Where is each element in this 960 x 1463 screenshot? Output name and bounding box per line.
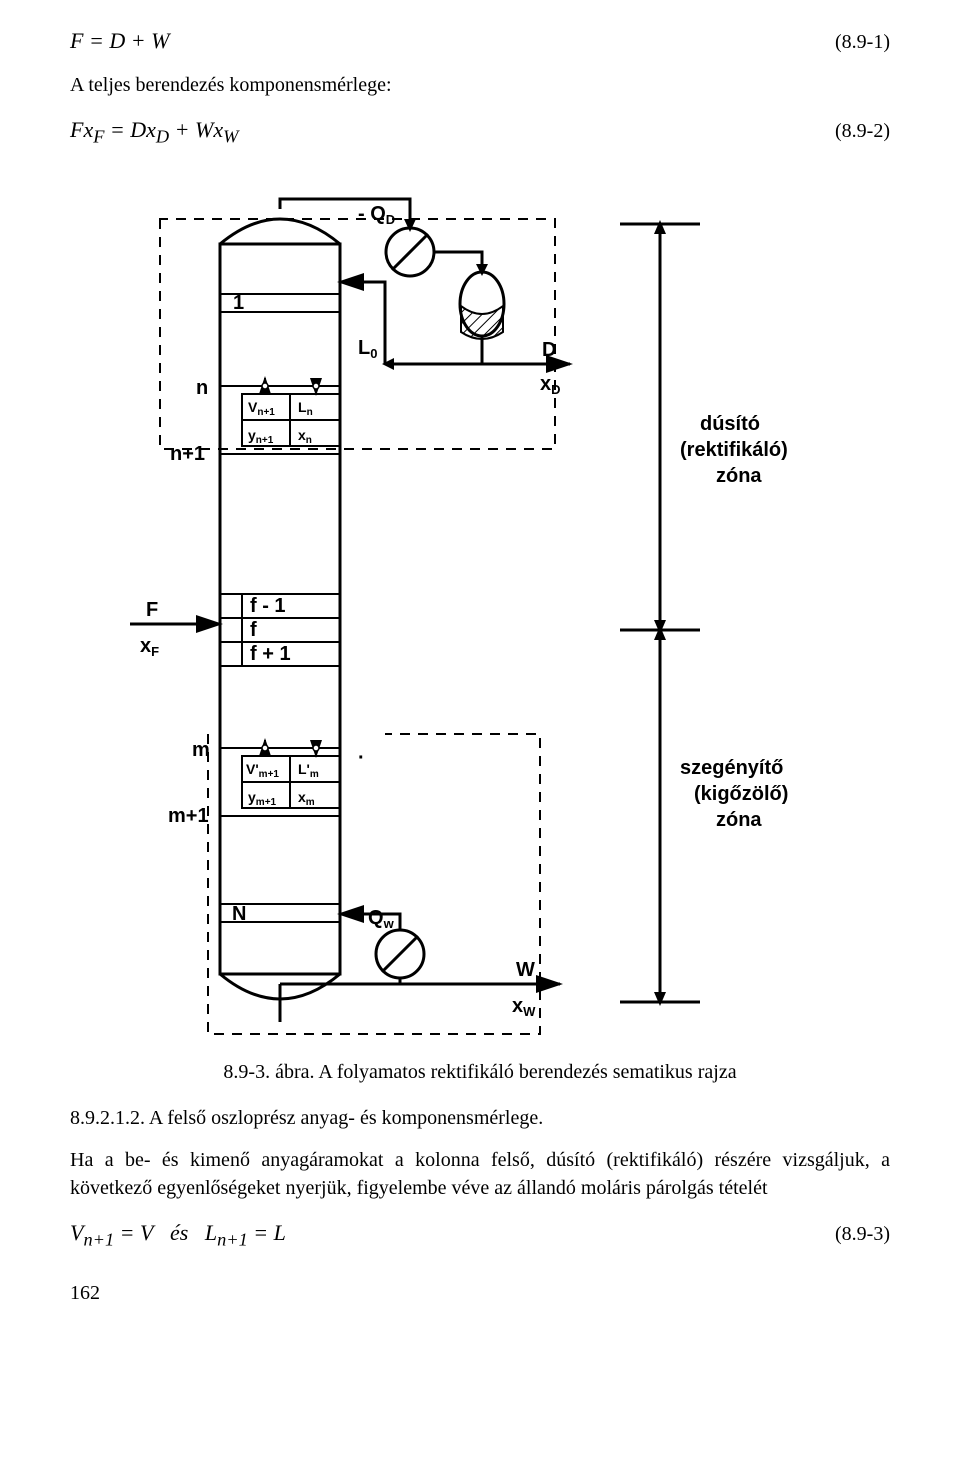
label-D: D <box>542 339 556 361</box>
svg-text:L0: L0 <box>358 337 377 361</box>
svg-text:- QD: - QD <box>358 203 395 227</box>
svg-text:Qw: Qw <box>368 907 395 931</box>
svg-text:f - 1: f - 1 <box>250 595 286 617</box>
figure-8-9-3: 1 Vn+1 yn+1 Ln xn n n+1 f - 1 f f + 1 F … <box>70 164 890 1044</box>
label-W: W <box>516 959 535 981</box>
zone2b: (kigőzölő) <box>694 783 788 805</box>
label-np1: n+1 <box>170 443 205 465</box>
eq2-formula: FxF = DxD + WxW <box>70 115 238 150</box>
label-n: n <box>196 377 208 399</box>
svg-text:xW: xW <box>512 995 536 1019</box>
label-m: m <box>192 739 210 761</box>
eq1-num: (8.9-1) <box>835 28 890 56</box>
label-1: 1 <box>233 292 244 314</box>
svg-text:Vn+1: Vn+1 <box>248 399 275 418</box>
zone1a: dúsító <box>700 413 760 435</box>
svg-text:V'm+1: V'm+1 <box>246 761 279 780</box>
equation-3: Vn+1 = V és Ln+1 = L (8.9-3) <box>70 1218 890 1253</box>
zone1b: (rektifikáló) <box>680 439 788 461</box>
svg-text:f + 1: f + 1 <box>250 643 291 665</box>
intro-text: A teljes berendezés komponensmérlege: <box>70 71 890 99</box>
svg-text:xm: xm <box>298 789 315 808</box>
svg-text:xn: xn <box>298 427 312 446</box>
svg-text:L'm: L'm <box>298 761 319 780</box>
subheading: 8.9.2.1.2. A felső oszloprész anyag- és … <box>70 1104 890 1132</box>
label-F: F <box>146 599 158 621</box>
zone2c: zóna <box>716 809 762 831</box>
label-N: N <box>232 903 246 925</box>
zone1c: zóna <box>716 465 762 487</box>
page-number: 162 <box>70 1279 890 1307</box>
eq1-formula: F = D + W <box>70 26 169 57</box>
distillation-column-diagram: 1 Vn+1 yn+1 Ln xn n n+1 f - 1 f f + 1 F … <box>100 164 860 1044</box>
svg-text:Ln: Ln <box>298 399 313 418</box>
svg-text:·: · <box>358 747 365 769</box>
equation-1: F = D + W (8.9-1) <box>70 26 890 57</box>
eq2-num: (8.9-2) <box>835 117 890 145</box>
svg-text:ym+1: ym+1 <box>248 789 277 808</box>
svg-text:yn+1: yn+1 <box>248 427 274 446</box>
figure-caption: 8.9-3. ábra. A folyamatos rektifikáló be… <box>70 1058 890 1086</box>
eq3-num: (8.9-3) <box>835 1220 890 1248</box>
eq3-formula: Vn+1 = V és Ln+1 = L <box>70 1218 286 1253</box>
label-mp1: m+1 <box>168 805 209 827</box>
equation-2: FxF = DxD + WxW (8.9-2) <box>70 115 890 150</box>
zone2a: szegényítő <box>680 757 783 779</box>
svg-text:xD: xD <box>540 373 561 397</box>
svg-text:f: f <box>250 619 257 641</box>
svg-text:xF: xF <box>140 635 159 659</box>
body-text: Ha a be- és kimenő anyagáramokat a kolon… <box>70 1146 890 1202</box>
